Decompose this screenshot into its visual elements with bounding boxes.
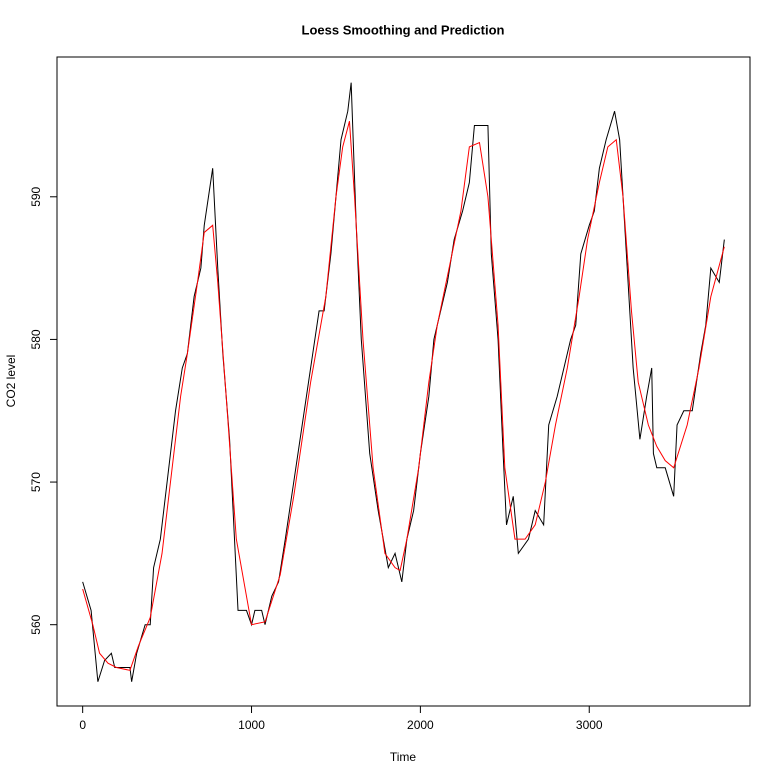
series-line: [82, 121, 725, 671]
x-tick-label: 0: [79, 718, 86, 732]
y-tick-label: 580: [29, 329, 43, 349]
x-tick-label: 3000: [576, 718, 603, 732]
x-tick-label: 2000: [407, 718, 434, 732]
y-tick-label: 570: [29, 472, 43, 492]
y-axis-label: CO2 level: [4, 355, 18, 408]
x-tick-label: 1000: [238, 718, 265, 732]
y-tick-label: 560: [29, 614, 43, 634]
y-tick-label: 590: [29, 186, 43, 206]
x-axis-label: Time: [390, 750, 417, 764]
chart-title: Loess Smoothing and Prediction: [302, 22, 505, 37]
